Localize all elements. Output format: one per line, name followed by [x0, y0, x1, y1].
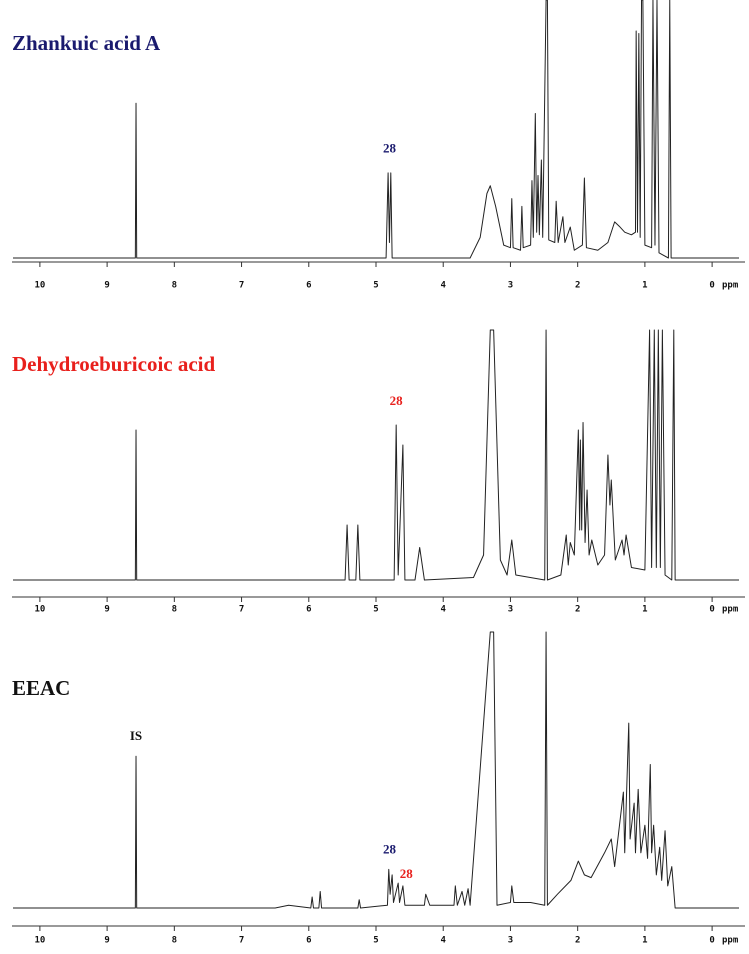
x-tick-label: 8 — [172, 281, 177, 291]
x-tick-label: 10 — [34, 605, 45, 615]
x-tick-label: 2 — [575, 281, 580, 291]
x-tick-label: 1 — [642, 281, 647, 291]
x-tick-label: 3 — [508, 605, 513, 615]
x-tick-label: 4 — [441, 605, 447, 615]
x-tick-label: 8 — [172, 605, 177, 615]
peak-annotation: 28 — [400, 866, 414, 881]
panel-title: Dehydroeburicoic acid — [12, 352, 216, 376]
x-tick-label: 0 — [709, 605, 714, 615]
peak-annotation: 28 — [383, 841, 397, 856]
x-tick-label: 9 — [104, 281, 109, 291]
x-axis-label: ppm — [722, 605, 739, 615]
panel-title: EEAC — [12, 676, 70, 700]
x-tick-label: 9 — [104, 936, 109, 946]
x-axis-label: ppm — [722, 281, 739, 291]
panel-title: Zhankuic acid A — [12, 31, 161, 55]
x-axis-label: ppm — [722, 936, 739, 946]
x-tick-label: 5 — [373, 605, 378, 615]
x-tick-label: 4 — [441, 281, 447, 291]
x-tick-label: 7 — [239, 936, 244, 946]
x-tick-label: 2 — [575, 936, 580, 946]
x-tick-label: 4 — [441, 936, 447, 946]
x-tick-label: 7 — [239, 281, 244, 291]
x-tick-label: 3 — [508, 281, 513, 291]
x-tick-label: 8 — [172, 936, 177, 946]
x-tick-label: 2 — [575, 605, 580, 615]
x-tick-label: 9 — [104, 605, 109, 615]
x-tick-label: 1 — [642, 936, 647, 946]
x-tick-label: 10 — [34, 936, 45, 946]
spectrum-line — [13, 329, 739, 581]
x-tick-label: 1 — [642, 605, 647, 615]
x-tick-label: 0 — [709, 281, 714, 291]
x-tick-label: 6 — [306, 605, 311, 615]
spectrum-line — [13, 631, 739, 909]
x-tick-label: 0 — [709, 936, 714, 946]
x-tick-label: 5 — [373, 281, 378, 291]
peak-annotation: IS — [130, 728, 142, 743]
x-tick-label: 3 — [508, 936, 513, 946]
peak-annotation: 28 — [383, 140, 397, 155]
x-tick-label: 6 — [306, 281, 311, 291]
x-tick-label: 6 — [306, 936, 311, 946]
spectrum-line — [13, 0, 739, 259]
x-tick-label: 7 — [239, 605, 244, 615]
x-tick-label: 5 — [373, 936, 378, 946]
peak-annotation: 28 — [390, 393, 404, 408]
x-tick-label: 10 — [34, 281, 45, 291]
